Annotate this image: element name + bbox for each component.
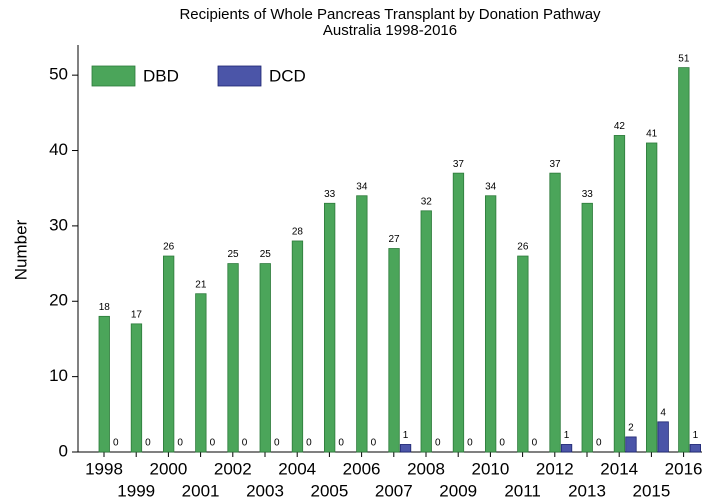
- x-tick-label: 2015: [632, 481, 670, 500]
- bar: [517, 255, 529, 453]
- legend-swatch: [91, 65, 136, 87]
- bar: [195, 293, 207, 453]
- bar: [259, 263, 271, 453]
- bar: [581, 202, 593, 453]
- bar-value-label: 34: [485, 181, 497, 192]
- bar: [646, 142, 658, 453]
- bar: [388, 248, 400, 453]
- x-tick-label: 2012: [536, 459, 574, 478]
- x-tick-label: 2002: [214, 459, 252, 478]
- bar-value-label: 25: [227, 249, 239, 260]
- y-tick-label: 10: [49, 366, 68, 385]
- y-tick-label: 30: [49, 215, 68, 234]
- x-tick-label: 2010: [471, 459, 509, 478]
- bar: [162, 255, 175, 453]
- bar-value-label: 1: [564, 430, 570, 441]
- bar: [98, 315, 110, 453]
- x-tick-label: 2014: [600, 459, 638, 478]
- bar-value-label: 0: [532, 438, 538, 449]
- x-tick-label: 1998: [85, 459, 123, 478]
- x-tick-label: 2003: [246, 481, 284, 500]
- bar-value-label: 26: [163, 242, 175, 253]
- bar-value-label: 42: [614, 121, 626, 132]
- bar-value-label: 41: [646, 129, 658, 140]
- x-tick-label: 2006: [343, 459, 381, 478]
- legend-label: DBD: [143, 66, 179, 85]
- x-tick-label: 2000: [149, 459, 187, 478]
- bar-value-label: 33: [324, 189, 336, 200]
- bar-value-label: 33: [582, 189, 594, 200]
- x-tick-label: 2009: [439, 481, 477, 500]
- bar-value-label: 37: [549, 159, 561, 170]
- bar-value-label: 37: [453, 159, 465, 170]
- x-tick-label: 2004: [278, 459, 316, 478]
- bar-value-label: 0: [113, 438, 119, 449]
- bar-value-label: 0: [274, 438, 280, 449]
- legend-label: DCD: [269, 66, 306, 85]
- chart-subtitle: Australia 1998-2016: [323, 22, 457, 39]
- bar-value-label: 51: [678, 53, 690, 64]
- bar-value-label: 0: [371, 438, 377, 449]
- bar-value-label: 4: [660, 407, 666, 418]
- bar: [689, 444, 701, 453]
- bar-value-label: 27: [388, 234, 400, 245]
- bar-value-label: 32: [421, 196, 433, 207]
- bar: [678, 67, 690, 453]
- bar: [323, 202, 336, 453]
- bar: [356, 195, 368, 453]
- y-tick-label: 50: [49, 65, 68, 84]
- bar-value-label: 0: [435, 438, 441, 449]
- x-tick-label: 2016: [665, 459, 703, 478]
- bar-value-label: 34: [356, 181, 368, 192]
- bar: [227, 263, 239, 453]
- bar-value-label: 26: [517, 242, 529, 253]
- bar: [484, 195, 497, 453]
- x-tick-label: 2013: [568, 481, 606, 500]
- bar: [420, 210, 432, 453]
- bar-value-label: 25: [260, 249, 272, 260]
- legend-swatch: [217, 65, 262, 87]
- bar-value-label: 1: [403, 430, 409, 441]
- x-tick-label: 2001: [182, 481, 220, 500]
- bar-value-label: 21: [195, 279, 207, 290]
- bar-value-label: 0: [210, 438, 216, 449]
- y-axis-label: Number: [11, 219, 30, 280]
- bar-value-label: 0: [596, 438, 602, 449]
- x-tick-label: 2007: [375, 481, 413, 500]
- bar-value-label: 17: [131, 310, 143, 321]
- bar: [549, 172, 561, 453]
- bar-value-label: 0: [306, 438, 312, 449]
- bar: [130, 323, 143, 453]
- y-tick-label: 40: [49, 140, 68, 159]
- x-tick-label: 2005: [310, 481, 348, 500]
- bar-value-label: 2: [628, 423, 634, 434]
- y-tick-label: 0: [59, 441, 68, 460]
- bar-value-label: 0: [177, 438, 183, 449]
- bar-value-label: 0: [145, 438, 151, 449]
- x-tick-label: 1999: [117, 481, 155, 500]
- bar: [399, 444, 412, 453]
- bar-value-label: 18: [99, 302, 111, 313]
- bar: [560, 444, 573, 453]
- bar-value-label: 0: [242, 438, 248, 449]
- x-tick-label: 2008: [407, 459, 445, 478]
- bar: [613, 135, 626, 453]
- bar: [291, 240, 304, 453]
- bar-value-label: 1: [693, 430, 699, 441]
- bar-value-label: 0: [338, 438, 344, 449]
- bar-value-label: 28: [292, 227, 304, 238]
- bar: [657, 421, 669, 453]
- chart-title: Recipients of Whole Pancreas Transplant …: [179, 6, 601, 23]
- bar-value-label: 0: [499, 438, 505, 449]
- bar: [625, 436, 637, 453]
- bar-value-label: 0: [467, 438, 473, 449]
- bar: [452, 172, 465, 453]
- y-tick-label: 20: [49, 291, 68, 310]
- x-tick-label: 2011: [504, 481, 541, 500]
